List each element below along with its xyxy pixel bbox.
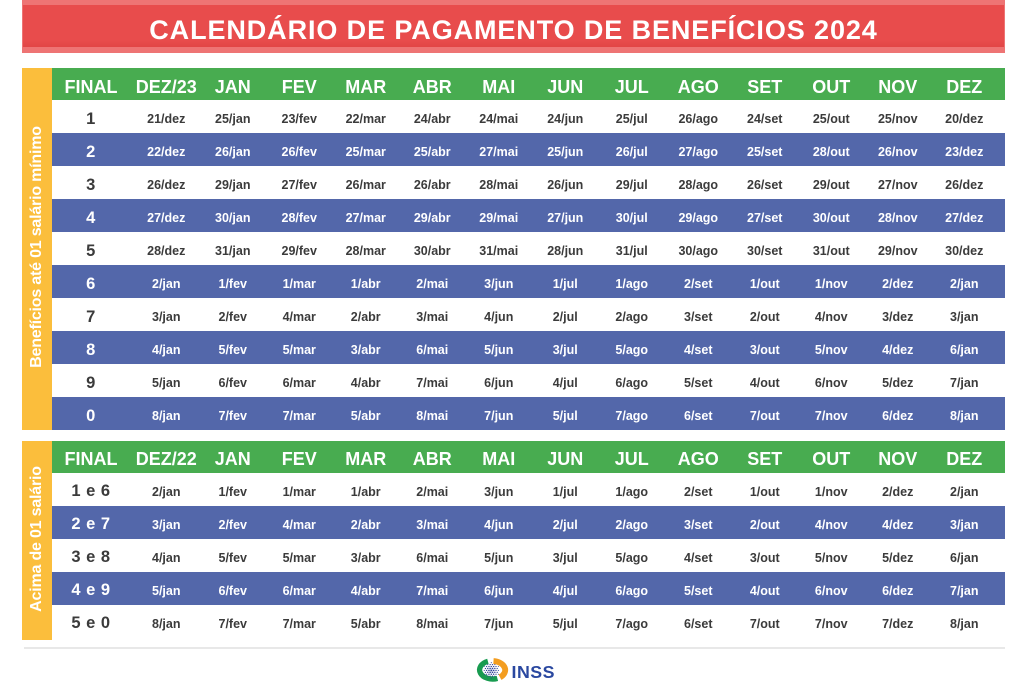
svg-text:INSS: INSS: [512, 662, 556, 682]
